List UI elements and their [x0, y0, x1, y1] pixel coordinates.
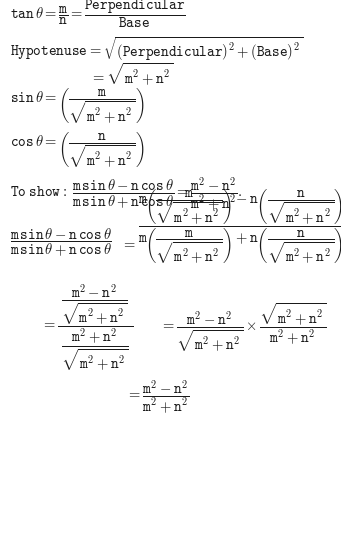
- Text: $=$: $=$: [121, 235, 136, 250]
- Text: $\mathtt{cos}\,\mathtt{\theta} = \left(\dfrac{\mathtt{n}}{\sqrt{\mathtt{m}^2 + \: $\mathtt{cos}\,\mathtt{\theta} = \left(\…: [10, 131, 145, 170]
- Text: $\dfrac{\mathtt{m}\left(\dfrac{\mathtt{m}}{\sqrt{\mathtt{m}^2+\mathtt{n}^2}}\rig: $\dfrac{\mathtt{m}\left(\dfrac{\mathtt{m…: [138, 187, 341, 266]
- Text: $\mathtt{To\;show:}\; \dfrac{\mathtt{m\,sin}\,\mathtt{\theta} - \mathtt{n\,cos}\: $\mathtt{To\;show:}\; \dfrac{\mathtt{m\,…: [10, 176, 242, 213]
- Text: $\mathtt{tan}\,\mathtt{\theta} = \dfrac{\mathtt{m}}{\mathtt{n}} = \dfrac{\mathtt: $\mathtt{tan}\,\mathtt{\theta} = \dfrac{…: [10, 0, 186, 30]
- Text: $\mathtt{Hypotenuse} = \sqrt{\mathtt{(Perpendicular)}^2 + \mathtt{(Base)}^2}$: $\mathtt{Hypotenuse} = \sqrt{\mathtt{(Pe…: [10, 35, 303, 63]
- Text: $= \dfrac{\;\dfrac{\mathtt{m}^2 - \mathtt{n}^2}{\sqrt{\mathtt{m}^2+\mathtt{n}^2}: $= \dfrac{\;\dfrac{\mathtt{m}^2 - \matht…: [41, 282, 133, 373]
- Text: $= \dfrac{\mathtt{m}^2 - \mathtt{n}^2}{\sqrt{\mathtt{m}^2+\mathtt{n}^2}} \times : $= \dfrac{\mathtt{m}^2 - \mathtt{n}^2}{\…: [160, 302, 327, 354]
- Text: $\mathtt{sin}\,\mathtt{\theta} = \left(\dfrac{\mathtt{m}}{\sqrt{\mathtt{m}^2 + \: $\mathtt{sin}\,\mathtt{\theta} = \left(\…: [10, 87, 145, 126]
- Text: $= \dfrac{\mathtt{m}^2 - \mathtt{n}^2}{\mathtt{m}^2 + \mathtt{n}^2}$: $= \dfrac{\mathtt{m}^2 - \mathtt{n}^2}{\…: [126, 378, 190, 416]
- Text: $= \sqrt{\mathtt{m}^2 + \mathtt{n}^2}$: $= \sqrt{\mathtt{m}^2 + \mathtt{n}^2}$: [90, 61, 174, 88]
- Text: $\dfrac{\mathtt{m\,sin}\,\mathtt{\theta} - \mathtt{n\,cos}\,\mathtt{\theta}}{\ma: $\dfrac{\mathtt{m\,sin}\,\mathtt{\theta}…: [10, 227, 112, 259]
